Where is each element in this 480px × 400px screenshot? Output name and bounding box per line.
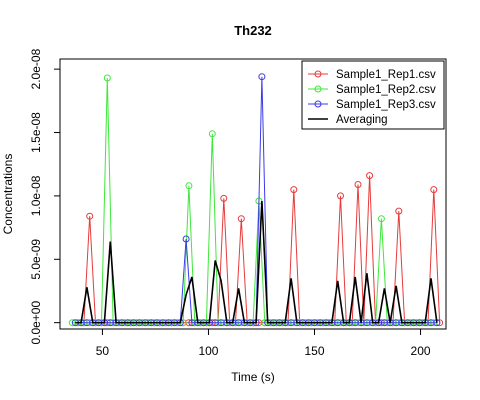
legend-swatch-marker [314,85,322,93]
series-4 [75,200,438,324]
x-tick-label: 100 [198,344,218,358]
y-axis-label: Concentrations [1,154,15,235]
data-point [185,182,193,190]
data-point [237,215,245,223]
legend-label: Sample1_Rep3.csv [336,99,436,111]
data-point [290,186,298,194]
data-point [337,192,344,200]
chart-title: Th232 [234,23,272,38]
plot-frame [59,58,447,330]
data-point [366,172,374,180]
legend-swatch-marker [314,100,322,108]
y-tick-label: 1.0e-08 [29,175,43,216]
x-tick-label: 50 [96,344,110,358]
data-point [86,212,94,220]
data-point [103,74,111,82]
data-point [377,215,385,223]
y-tick-label: 1.5e-08 [29,112,43,153]
legend-label: Averaging [336,114,388,126]
legend-entry: Sample1_Rep2.csv [308,84,436,96]
data-point [430,186,438,194]
data-point [258,73,266,81]
data-point [354,181,362,188]
data-point [182,235,190,243]
data-point [220,194,228,202]
legend-entry: Averaging [308,114,388,126]
x-tick-label: 150 [304,344,324,358]
x-tick-label: 200 [411,344,431,358]
y-tick-label: 2.0e-08 [29,48,43,89]
legend-label: Sample1_Rep1.csv [336,69,436,81]
legend-swatch-marker [314,70,322,78]
legend-box [301,60,445,130]
y-tick-label: 5.0e-09 [29,239,43,280]
x-axis-label: Time (s) [231,370,275,384]
legend-label: Sample1_Rep2.csv [336,84,436,96]
data-point [395,207,403,215]
legend-entry: Sample1_Rep1.csv [308,69,436,81]
series-line [75,200,438,324]
y-tick-label: 0.0e+00 [29,301,43,345]
data-point [208,130,216,138]
x-axis: 50 100 150 200 [96,329,431,358]
legend: Sample1_Rep1.csv Sample1_Rep2.csv Sample1_… [301,60,445,130]
y-axis: 0.0e+00 5.0e-09 1.0e-08 1.5e-08 2.0e-08 [29,48,60,345]
series-layer [68,73,444,327]
legend-entry: Sample1_Rep3.csv [308,99,436,111]
